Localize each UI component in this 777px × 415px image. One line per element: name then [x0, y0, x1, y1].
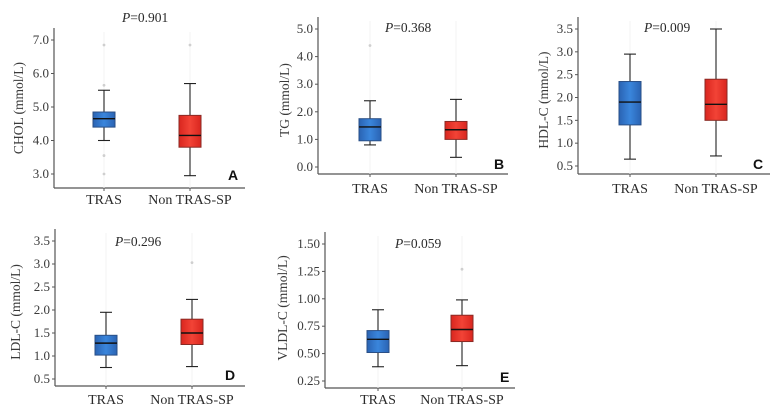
y-tick-label: 2.0	[297, 104, 313, 119]
y-tick-label: 7.0	[33, 32, 49, 47]
box-tras	[618, 53, 642, 160]
panel-d: P=0.296 LDL-C (mmol/L) D TRAS Non TRAS-S…	[8, 229, 245, 408]
outlier-point	[102, 172, 106, 176]
category-label-tras: TRAS	[612, 182, 648, 197]
category-label-non-tras-sp: Non TRAS-SP	[414, 182, 498, 197]
panel-letter: A	[228, 167, 238, 183]
iqr-box	[92, 111, 116, 128]
box-tras	[366, 309, 390, 368]
y-tick-label: 0.5	[557, 158, 573, 173]
y-tick-label: 1.0	[557, 135, 573, 150]
y-tick-label: 3.0	[33, 166, 49, 181]
y-axis-title: HDL-C (mmol/L)	[536, 51, 551, 148]
panel-c: P=0.009 HDL-C (mmol/L) C TRAS Non TRAS-S…	[536, 17, 770, 197]
category-label-non-tras-sp: Non TRAS-SP	[420, 393, 504, 408]
panel-b: P=0.368 TG (mmol/L) B TRAS Non TRAS-SP 0…	[277, 17, 508, 197]
box-non-tras-sp	[450, 267, 474, 367]
box-non-tras-sp	[704, 28, 728, 157]
panel-letter: C	[753, 156, 763, 172]
p-value-text: =0.059	[403, 236, 441, 251]
y-tick-label: 1.0	[297, 131, 313, 146]
p-value-annotation: P=0.059	[394, 236, 441, 251]
y-tick-label: 0.75	[297, 318, 320, 333]
p-value-text: =0.296	[123, 234, 161, 249]
category-label-tras: TRAS	[360, 393, 396, 408]
y-axis-title: LDL-C (mmol/L)	[8, 264, 23, 360]
box-tras	[94, 311, 118, 369]
y-tick-label: 1.5	[34, 325, 50, 340]
category-label-non-tras-sp: Non TRAS-SP	[148, 193, 232, 208]
box-tras	[358, 44, 382, 146]
y-axis-title: VLDL-C (mmol/L)	[275, 255, 290, 360]
y-tick-label: 3.0	[557, 44, 573, 59]
y-tick-label: 2.5	[34, 279, 50, 294]
y-tick-label: 1.00	[297, 291, 320, 306]
p-value-annotation: P=0.368	[384, 20, 431, 35]
outlier-point	[102, 43, 106, 47]
y-tick-label: 3.5	[34, 233, 50, 248]
y-tick-label: 0.0	[297, 159, 313, 174]
category-label-non-tras-sp: Non TRAS-SP	[150, 393, 234, 408]
outlier-point	[102, 154, 106, 157]
outlier-point	[102, 83, 106, 87]
y-tick-label: 5.0	[33, 99, 49, 114]
y-tick-label: 4.0	[33, 133, 49, 148]
box-tras	[92, 43, 116, 176]
iqr-box	[704, 78, 728, 121]
iqr-box	[94, 334, 118, 356]
y-tick-label: 4.0	[297, 49, 313, 64]
p-value-text: =0.009	[652, 20, 690, 35]
box-non-tras-sp	[444, 98, 468, 158]
y-tick-label: 6.0	[33, 66, 49, 81]
iqr-box	[618, 81, 642, 126]
panel-letter: D	[225, 367, 235, 383]
iqr-box	[358, 118, 382, 142]
outlier-point	[188, 43, 192, 47]
y-axis-title: TG (mmol/L)	[277, 63, 292, 137]
panel-letter: B	[494, 156, 504, 172]
category-label-tras: TRAS	[86, 193, 122, 208]
iqr-box	[178, 114, 202, 148]
y-tick-label: 2.5	[557, 67, 573, 82]
category-label-tras: TRAS	[352, 182, 388, 197]
box-non-tras-sp	[178, 43, 202, 177]
category-label-tras: TRAS	[88, 393, 124, 408]
iqr-box	[450, 314, 474, 343]
y-tick-label: 1.50	[297, 236, 320, 251]
iqr-box	[366, 330, 390, 354]
category-label-non-tras-sp: Non TRAS-SP	[674, 182, 758, 197]
outlier-point	[460, 267, 464, 271]
y-tick-label: 0.5	[34, 371, 50, 386]
y-tick-label: 3.5	[557, 21, 573, 36]
y-axis-title: CHOL (mmol/L)	[11, 62, 26, 154]
p-value-text: =0.901	[130, 10, 168, 25]
y-tick-label: 3.0	[297, 76, 313, 91]
y-tick-label: 5.0	[297, 21, 313, 36]
panel-a: P=0.901 CHOL (mmol/L) A TRAS Non TRAS-SP…	[11, 10, 245, 208]
p-value-annotation: P=0.009	[643, 20, 690, 35]
y-tick-label: 2.0	[34, 302, 50, 317]
outlier-point	[190, 261, 194, 265]
p-value-text: =0.368	[393, 20, 431, 35]
y-tick-label: 1.25	[297, 263, 320, 278]
y-tick-label: 1.0	[34, 348, 50, 363]
outlier-point	[368, 44, 372, 47]
box-non-tras-sp	[180, 261, 204, 368]
iqr-box	[180, 318, 204, 346]
p-value-annotation: P=0.901	[121, 10, 168, 25]
y-tick-label: 1.5	[557, 112, 573, 127]
y-tick-label: 0.25	[297, 373, 320, 388]
y-tick-label: 3.0	[34, 256, 50, 271]
panel-letter: E	[500, 369, 509, 385]
y-tick-label: 2.0	[557, 90, 573, 105]
p-value-annotation: P=0.296	[114, 234, 161, 249]
panel-e: P=0.059 VLDL-C (mmol/L) E TRAS Non TRAS-…	[275, 232, 515, 408]
y-tick-label: 0.50	[297, 346, 320, 361]
